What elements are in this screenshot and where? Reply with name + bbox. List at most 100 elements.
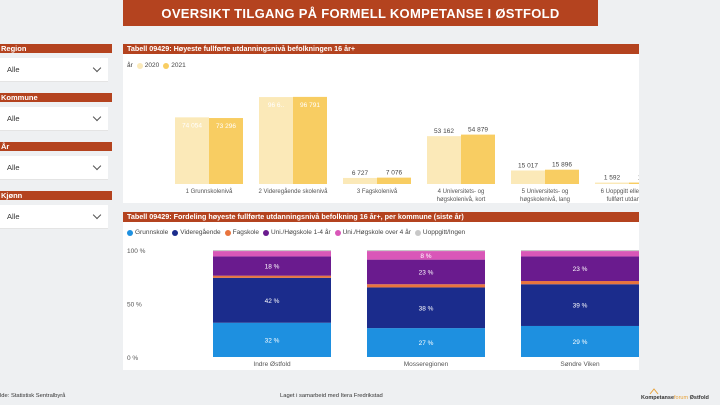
credit-note: Laget i samarbeid med Itera Fredrikstad <box>280 393 383 399</box>
segment-Fagskole <box>367 284 485 288</box>
data-label: 23 % <box>419 269 434 276</box>
chevron-down-icon <box>92 210 102 220</box>
chart-legend: Grunnskole Videregående Fagskole Uni./Hø… <box>127 229 469 236</box>
data-label: 96 791 <box>300 102 320 109</box>
bar-2020 <box>259 97 293 184</box>
bar-2021 <box>209 118 243 184</box>
data-label: 27 % <box>419 340 434 347</box>
category-label: 5 Universitets- og <box>522 189 569 195</box>
data-label: 1 596 <box>638 175 639 182</box>
segment-Fagskole <box>521 281 639 285</box>
data-label: 73 296 <box>216 123 236 130</box>
legend-item-uoppgitt[interactable]: Uoppgitt/Ingen <box>414 229 465 236</box>
data-label: 29 % <box>573 339 588 346</box>
y-tick-label: 100 % <box>127 248 146 255</box>
legend-item-videregaende[interactable]: Videregående <box>172 229 221 236</box>
data-label: 42 % <box>265 298 280 305</box>
category-label: 1 Grunnskolenivå <box>186 188 233 195</box>
bar-2020 <box>343 177 377 184</box>
legend-swatch <box>414 229 421 236</box>
legend-label: Grunnskole <box>135 229 169 236</box>
data-label: 23 % <box>573 266 588 273</box>
logo-text: Østfold <box>689 395 709 401</box>
chart-title: Tabell 09429: Høyeste fullførte utdannin… <box>123 44 639 54</box>
chevron-down-icon <box>92 112 102 122</box>
bar-2021 <box>293 96 327 184</box>
page-title: OVERSIKT TILGANG PÅ FORMELL KOMPETANSE I… <box>123 0 598 26</box>
category-label: 4 Universitets- og <box>438 189 485 195</box>
bar-2020 <box>427 136 461 184</box>
legend-label: 2020 <box>144 62 160 69</box>
source-note: lde: Statistisk Sentralbyrå <box>0 393 66 399</box>
segment-Uni./Høgskole over 4 år <box>367 251 485 260</box>
legend-item-fagskole[interactable]: Fagskole <box>224 229 259 236</box>
data-label: 38 % <box>419 305 434 312</box>
chevron-down-icon <box>92 161 102 171</box>
clustered-bar-chart: 74 054 73 296 1 Grunnskolenivå 96 6.. 96 791… <box>175 96 639 203</box>
bar-2021 <box>629 182 639 184</box>
legend-label: Uni./Høgskole over 4 år <box>342 229 411 236</box>
kompetanseforum-logo: Kompetanseforum Østfold <box>641 388 709 401</box>
data-label: 39 % <box>573 303 588 310</box>
slicer-label: Kommune <box>0 93 112 102</box>
slicer-label: År <box>0 142 112 151</box>
legend-label: Videregående <box>180 229 221 236</box>
category-label: 2 Videregående skolenivå <box>259 188 329 195</box>
legend-swatch <box>172 229 179 236</box>
data-label: 32 % <box>265 337 280 344</box>
legend-swatch <box>163 62 170 69</box>
data-label: 74 054 <box>182 122 202 129</box>
legend-item-2021[interactable]: 2021 <box>163 62 186 69</box>
segment-Uni./Høgskole over 4 år <box>521 251 639 257</box>
category-label: Indre Østfold <box>253 361 291 368</box>
house-icon <box>649 388 659 395</box>
gender-dropdown[interactable]: Alle <box>0 205 108 229</box>
legend-label: Fagskole <box>232 229 259 236</box>
bar-2020 <box>595 182 629 184</box>
legend-item-grunnskole[interactable]: Grunnskole <box>127 229 168 236</box>
segment-Uoppgitt/Ingen <box>367 250 485 252</box>
segment-Uni./Høgskole over 4 år <box>213 251 331 257</box>
slicer-gender: Kjønn Alle <box>0 191 112 240</box>
slicer-panel: Region Alle Kommune Alle År Alle Kjønn A… <box>0 44 112 240</box>
region-dropdown[interactable]: Alle <box>0 58 108 82</box>
slicer-label: Kjønn <box>0 191 112 200</box>
slicer-year: År Alle <box>0 142 112 191</box>
legend-label: 2021 <box>171 62 186 69</box>
category-label: Søndre Viken <box>560 361 600 368</box>
segment-Grunnskole <box>521 325 639 357</box>
legend-item-2020[interactable]: 2020 <box>136 62 160 69</box>
segment-Grunnskole <box>213 322 331 357</box>
category-label: høgskolenivå, lang <box>520 196 570 203</box>
legend-swatch <box>136 62 143 69</box>
data-label: 7 076 <box>386 170 403 177</box>
y-tick-label: 0 % <box>127 355 138 362</box>
legend-item-uni-over-4[interactable]: Uni./Høgskole over 4 år <box>334 229 411 236</box>
distribution-chart-panel: Tabell 09429: Fordeling høyeste fullført… <box>123 212 639 370</box>
legend-swatch <box>127 229 133 236</box>
legend-label: Uni./Høgskole 1-4 år <box>271 229 331 236</box>
logo-text: Kompetanse <box>641 395 675 401</box>
category-label: Mosseregionen <box>404 361 449 368</box>
legend-swatch <box>224 229 231 236</box>
category-label: fullført utdanning <box>607 197 639 203</box>
bar-2021 <box>545 169 579 184</box>
slicer-label: Region <box>0 44 112 53</box>
kommune-dropdown[interactable]: Alle <box>0 107 108 131</box>
segment-Videregående <box>367 287 485 329</box>
segment-Videregående <box>521 284 639 326</box>
segment-Videregående <box>213 277 331 323</box>
dropdown-value: Alle <box>7 163 20 172</box>
data-label: 96 6.. <box>268 102 284 109</box>
dropdown-value: Alle <box>7 65 20 74</box>
data-label: 8 % <box>420 253 431 260</box>
segment-Uni./Høgskole 1-4 år <box>367 259 485 285</box>
data-label: 54 879 <box>468 127 488 134</box>
bar-2021 <box>377 177 411 184</box>
bar-2020 <box>511 170 545 184</box>
legend-item-uni-1-4[interactable]: Uni./Høgskole 1-4 år <box>263 229 331 236</box>
year-dropdown[interactable]: Alle <box>0 156 108 180</box>
data-label: 1 592 <box>604 175 621 182</box>
data-label: 18 % <box>265 264 280 271</box>
category-label: 6 Uoppgitt eller ingen <box>601 189 639 195</box>
